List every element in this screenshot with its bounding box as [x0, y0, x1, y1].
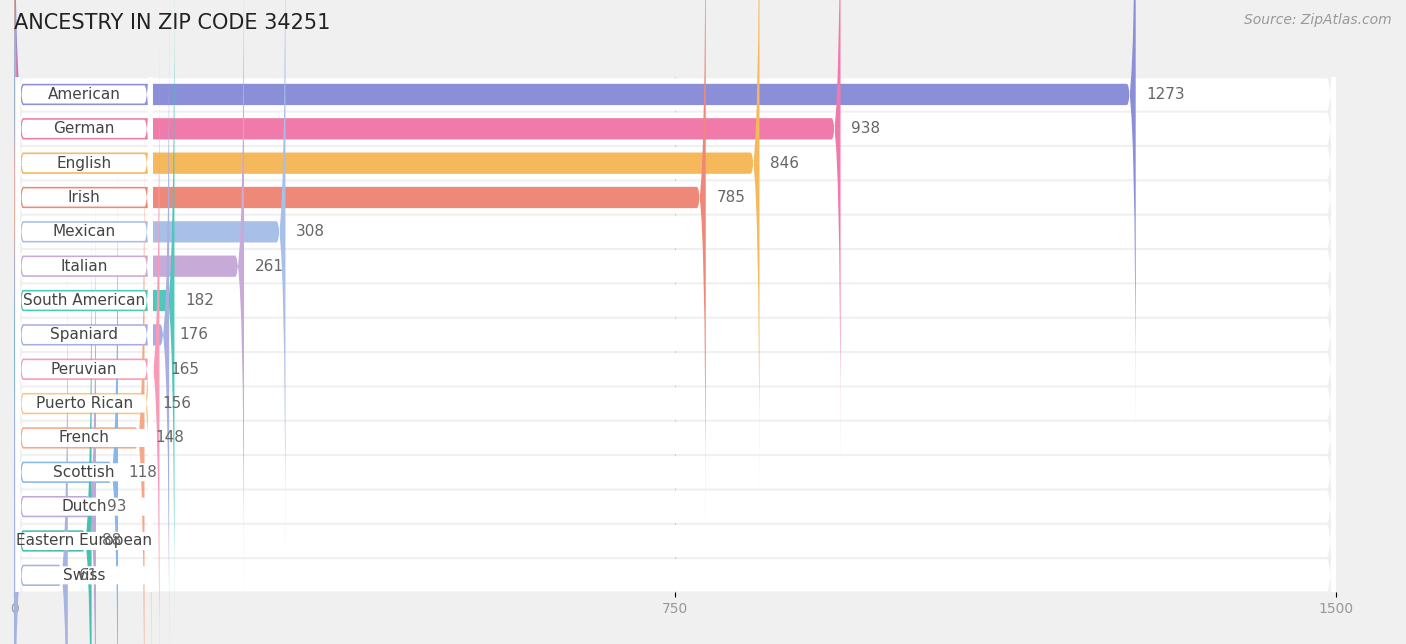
FancyBboxPatch shape — [14, 0, 759, 496]
FancyBboxPatch shape — [14, 140, 118, 644]
Text: Swiss: Swiss — [63, 568, 105, 583]
Text: 165: 165 — [170, 362, 200, 377]
FancyBboxPatch shape — [14, 42, 1336, 644]
Text: 308: 308 — [297, 224, 325, 240]
FancyBboxPatch shape — [15, 0, 152, 463]
Text: French: French — [59, 430, 110, 446]
FancyBboxPatch shape — [14, 0, 1336, 628]
FancyBboxPatch shape — [14, 214, 1336, 644]
Text: American: American — [48, 87, 121, 102]
Text: 156: 156 — [162, 396, 191, 411]
FancyBboxPatch shape — [14, 174, 96, 644]
FancyBboxPatch shape — [15, 69, 152, 644]
Text: 176: 176 — [180, 327, 208, 343]
Text: Peruvian: Peruvian — [51, 362, 117, 377]
Text: Source: ZipAtlas.com: Source: ZipAtlas.com — [1244, 13, 1392, 27]
FancyBboxPatch shape — [15, 207, 152, 644]
FancyBboxPatch shape — [14, 0, 1336, 594]
FancyBboxPatch shape — [15, 35, 152, 635]
FancyBboxPatch shape — [14, 0, 285, 565]
FancyBboxPatch shape — [14, 0, 1336, 525]
FancyBboxPatch shape — [14, 2, 169, 644]
FancyBboxPatch shape — [14, 145, 1336, 644]
FancyBboxPatch shape — [14, 0, 706, 530]
FancyBboxPatch shape — [15, 104, 152, 644]
FancyBboxPatch shape — [14, 0, 174, 633]
FancyBboxPatch shape — [15, 0, 152, 566]
FancyBboxPatch shape — [15, 172, 152, 644]
Text: Mexican: Mexican — [52, 224, 115, 240]
FancyBboxPatch shape — [14, 111, 1336, 644]
Text: 61: 61 — [79, 568, 98, 583]
FancyBboxPatch shape — [14, 0, 245, 599]
Text: Puerto Rican: Puerto Rican — [35, 396, 132, 411]
FancyBboxPatch shape — [14, 8, 1336, 644]
Text: Irish: Irish — [67, 190, 100, 205]
Text: Scottish: Scottish — [53, 465, 115, 480]
Text: 148: 148 — [155, 430, 184, 446]
FancyBboxPatch shape — [14, 76, 1336, 644]
Text: 261: 261 — [254, 259, 284, 274]
FancyBboxPatch shape — [14, 0, 1336, 491]
FancyBboxPatch shape — [14, 179, 1336, 644]
Text: 182: 182 — [186, 293, 214, 308]
Text: 88: 88 — [103, 533, 121, 549]
Text: 938: 938 — [851, 121, 880, 137]
Text: 1273: 1273 — [1146, 87, 1185, 102]
FancyBboxPatch shape — [14, 105, 145, 644]
FancyBboxPatch shape — [15, 1, 152, 601]
Text: South American: South American — [22, 293, 145, 308]
FancyBboxPatch shape — [15, 138, 152, 644]
Text: German: German — [53, 121, 115, 137]
Text: Spaniard: Spaniard — [51, 327, 118, 343]
Text: English: English — [56, 156, 111, 171]
Text: Dutch: Dutch — [62, 499, 107, 514]
Text: ANCESTRY IN ZIP CODE 34251: ANCESTRY IN ZIP CODE 34251 — [14, 13, 330, 33]
Text: 785: 785 — [716, 190, 745, 205]
FancyBboxPatch shape — [14, 0, 1336, 559]
FancyBboxPatch shape — [15, 0, 152, 429]
FancyBboxPatch shape — [14, 71, 152, 644]
Text: 846: 846 — [770, 156, 799, 171]
Text: Italian: Italian — [60, 259, 108, 274]
FancyBboxPatch shape — [15, 0, 152, 532]
Text: 118: 118 — [128, 465, 157, 480]
Text: Eastern European: Eastern European — [15, 533, 152, 549]
FancyBboxPatch shape — [15, 0, 152, 498]
FancyBboxPatch shape — [14, 0, 1336, 456]
FancyBboxPatch shape — [14, 0, 1336, 422]
FancyBboxPatch shape — [14, 248, 1336, 644]
FancyBboxPatch shape — [14, 208, 91, 644]
FancyBboxPatch shape — [15, 275, 152, 644]
FancyBboxPatch shape — [15, 0, 152, 395]
FancyBboxPatch shape — [14, 37, 159, 644]
FancyBboxPatch shape — [14, 243, 67, 644]
FancyBboxPatch shape — [14, 0, 841, 462]
FancyBboxPatch shape — [15, 241, 152, 644]
Text: 93: 93 — [107, 499, 127, 514]
FancyBboxPatch shape — [14, 0, 1136, 427]
